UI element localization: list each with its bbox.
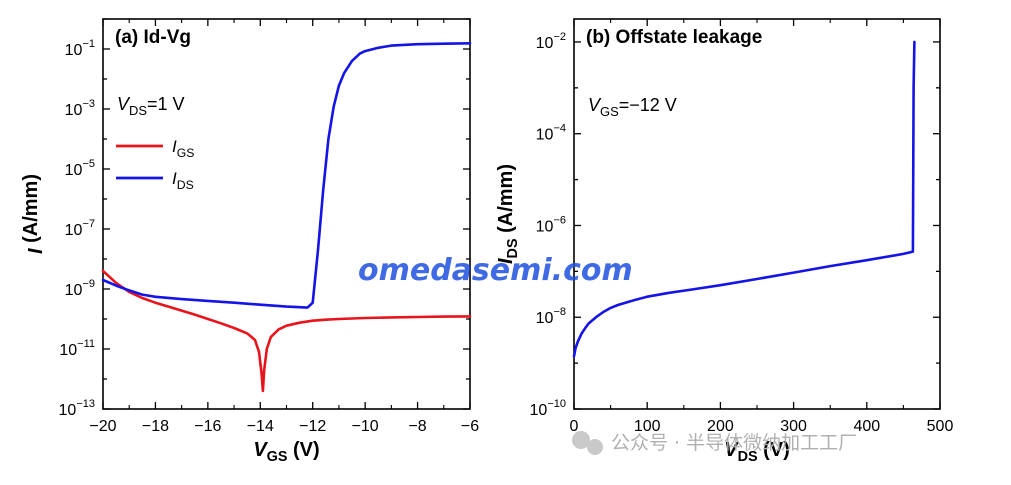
y-tick-label: 10−1 [65,38,95,59]
x-tick-label: 400 [853,418,880,435]
wechat-icon [572,431,603,455]
plot-frame [102,18,471,410]
x-tick-label: −20 [89,418,116,435]
series-line-i-ds [101,42,472,309]
x-tick-label: 100 [634,418,661,435]
x-tick-label: 300 [780,418,807,435]
y-tick-label: 10−9 [65,278,95,299]
condition-annotation: VDS=1 V [117,94,185,118]
x-tick-label: −8 [408,418,426,435]
y-tick-label: 10−11 [59,338,95,359]
x-axis-title: VGS (V) [253,439,319,465]
panel-b: 0 100 200 300 400 500 10−2 10−4 10−6 10−8 10−10 VDS… [495,18,954,465]
y-tick-label: 10−10 [530,398,566,419]
y-axis-title: I (A/mm) [20,174,47,254]
y-tick-label: 10−8 [536,306,566,327]
x-tick-label: 200 [707,418,734,435]
y-tick-label: 10−6 [536,214,566,235]
y-tick-label: 10−7 [65,218,95,239]
x-tick-label: −18 [142,418,169,435]
x-tick-label: −6 [461,418,479,435]
series-line-i-gs [101,269,472,393]
y-axis-title: IDS (A/mm) [495,164,521,264]
legend-label-i-gs: IGS [172,137,194,160]
x-tick-label: −16 [194,418,221,435]
x-axis-title: VDS (V) [724,439,790,465]
series-line-i-ds [572,40,916,358]
x-tick-label: −10 [352,418,379,435]
panel-a: −20 −18 −16 −14 −12 −10 −8 −6 10−1 10−3 10−5 10−7 10… [20,18,479,465]
y-tick-label: 10−2 [536,31,566,52]
y-tick-label: 10−13 [59,398,95,419]
condition-annotation: VGS=−12 V [588,95,677,119]
x-tick-label: −14 [247,418,274,435]
panel-title: (a) Id-Vg [115,27,191,48]
panel-title: (b) Offstate leakage [586,27,762,48]
watermark-text: omedasemi.com [358,253,633,288]
y-tick-label: 10−5 [65,158,95,179]
wechat-caption: 公众号 · 半导体微纳加工工厂 [611,432,857,454]
y-tick-label: 10−4 [536,123,566,144]
y-tick-label: 10−3 [65,98,95,119]
x-tick-label: 0 [570,418,579,435]
legend: IGS IDS [116,137,194,192]
legend-label-i-ds: IDS [172,169,194,192]
x-tick-label: 500 [927,418,954,435]
x-tick-label: −12 [299,418,326,435]
plot-frame [573,18,941,410]
